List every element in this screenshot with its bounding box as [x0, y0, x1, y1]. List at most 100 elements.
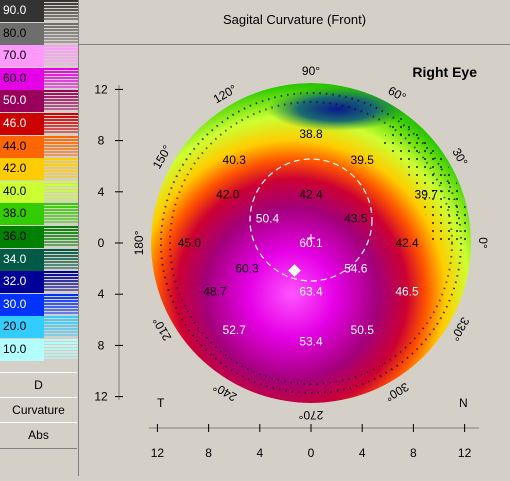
- eye-label: Right Eye: [412, 64, 477, 80]
- scale-button-curvature[interactable]: Curvature: [0, 396, 77, 424]
- scale-row: 42.0: [0, 158, 78, 181]
- curvature-value: 42.4: [299, 187, 323, 201]
- scale-value-label: 36.0: [3, 229, 27, 243]
- curvature-value: 60.1: [299, 236, 323, 250]
- scale-gradient-strips: [44, 248, 78, 271]
- curvature-value: 43.5: [344, 212, 368, 226]
- scale-gradient-strips: [44, 113, 78, 135]
- scale-value-label: 60.0: [3, 70, 27, 85]
- x-tick-label: 4: [256, 446, 263, 460]
- scale-swatch: 60.0: [0, 67, 44, 90]
- scale-swatch: 50.0: [0, 90, 44, 113]
- scale-swatch: 20.0: [0, 316, 44, 339]
- angle-label: 60°: [386, 83, 409, 104]
- scale-swatch: 32.0: [0, 271, 44, 294]
- curvature-value: 42.0: [216, 187, 240, 201]
- angle-label: 270°: [298, 408, 323, 422]
- scale-swatch: 44.0: [0, 135, 44, 158]
- curvature-value: 40.3: [223, 153, 247, 167]
- scale-gradient-strips: [44, 293, 78, 316]
- scale-value-label: 38.0: [3, 206, 27, 221]
- scale-value-label: 32.0: [3, 274, 27, 289]
- y-tick-label: 12: [94, 82, 108, 96]
- curvature-value: 53.4: [299, 335, 323, 349]
- y-tick-label: 12: [94, 390, 108, 404]
- curvature-value: 50.5: [351, 323, 375, 337]
- curvature-value: 39.5: [351, 153, 375, 167]
- x-tick-label: 8: [205, 446, 212, 460]
- y-tick-label: 0: [98, 236, 105, 250]
- curvature-value: 46.5: [395, 285, 419, 299]
- map-disk: [151, 83, 471, 403]
- y-tick-label: 8: [98, 134, 105, 148]
- scale-gradient-strips: [44, 226, 78, 248]
- scale-row: 40.0: [0, 180, 78, 203]
- scale-gradient-strips: [44, 135, 78, 158]
- scale-button-d[interactable]: D: [0, 371, 77, 399]
- scale-row: 70.0: [0, 45, 78, 68]
- scale-row: 10.0: [0, 339, 78, 361]
- topography-plot-area[interactable]: 12 8 4 0 4 8 12 12 8 4 0 4 8 12 90° 60° 30° 0° 330° 300° 2…: [79, 45, 510, 476]
- scale-row: 44.0: [0, 135, 78, 158]
- scale-gradient-strips: [44, 0, 78, 22]
- scale-row: 32.0: [0, 271, 78, 294]
- map-header: Sagital Curvature (Front): [79, 0, 510, 45]
- scale-value-label: 70.0: [3, 48, 27, 63]
- map-title: Sagital Curvature (Front): [222, 12, 367, 27]
- scale-swatch: 80.0: [0, 22, 44, 45]
- y-tick-label: 4: [98, 287, 105, 301]
- angle-label: 180°: [132, 230, 146, 255]
- scale-gradient-strips: [44, 90, 78, 112]
- curvature-values: 38.8 40.3 39.5 42.0 42.4 39.7 50.4 43.5 45.0 60.1…: [178, 127, 438, 348]
- scale-row: 34.0: [0, 248, 78, 271]
- scale-value-label: 40.0: [3, 183, 27, 198]
- scale-gradient-strips: [44, 180, 78, 203]
- curvature-value: 48.7: [203, 285, 227, 299]
- curvature-value: 60.3: [235, 262, 259, 276]
- scale-button-abs[interactable]: Abs: [0, 421, 77, 449]
- curvature-value: 63.4: [299, 285, 323, 299]
- scale-value-label: 90.0: [3, 3, 27, 17]
- angle-label: 90°: [302, 64, 320, 78]
- scale-swatch: 42.0: [0, 158, 44, 181]
- x-axis-ticks: 12 8 4 0 4 8 12: [151, 424, 472, 460]
- scale-gradient-strips: [44, 339, 78, 361]
- scale-value-label: 44.0: [3, 138, 27, 153]
- apex-marker: [288, 264, 301, 277]
- scale-value-label: 50.0: [3, 93, 27, 108]
- curvature-value: 38.8: [299, 127, 323, 141]
- curvature-value: 42.4: [395, 236, 419, 250]
- scale-gradient-strips: [44, 316, 78, 338]
- scale-gradient-strips: [44, 158, 78, 180]
- scale-gradient-strips: [44, 22, 78, 45]
- scale-value-label: 34.0: [3, 251, 27, 266]
- pupil-outline: [249, 158, 373, 282]
- scale-value-label: 20.0: [3, 319, 27, 334]
- x-tick-label: 12: [151, 446, 165, 460]
- scale-swatch: 46.0: [0, 113, 44, 135]
- color-scale-panel: 90.0 80.0 70.0 60.0 50.0 46.0 44.0 42.0 40.0 38.0…: [0, 0, 79, 476]
- scale-value-label: 46.0: [3, 116, 27, 130]
- curvature-value: 52.7: [223, 323, 247, 337]
- scale-row: 36.0: [0, 226, 78, 248]
- angle-label: 30°: [449, 146, 470, 169]
- temporal-label: T: [157, 396, 165, 410]
- y-tick-label: 8: [98, 338, 105, 352]
- scale-swatch: 10.0: [0, 339, 44, 361]
- angle-label: 0°: [476, 237, 490, 249]
- x-tick-label: 4: [359, 446, 366, 460]
- scale-swatch: 36.0: [0, 226, 44, 248]
- scale-swatch: 38.0: [0, 203, 44, 226]
- scale-swatch: 40.0: [0, 180, 44, 203]
- scale-gradient-strips: [44, 271, 78, 293]
- scale-value-label: 10.0: [3, 342, 27, 356]
- x-tick-label: 12: [458, 446, 472, 460]
- scale-swatch: 30.0: [0, 293, 44, 316]
- scale-value-label: 30.0: [3, 296, 27, 311]
- x-tick-label: 8: [410, 446, 417, 460]
- curvature-value: 54.6: [344, 262, 368, 276]
- scale-swatch: 34.0: [0, 248, 44, 271]
- scale-row: 20.0: [0, 316, 78, 339]
